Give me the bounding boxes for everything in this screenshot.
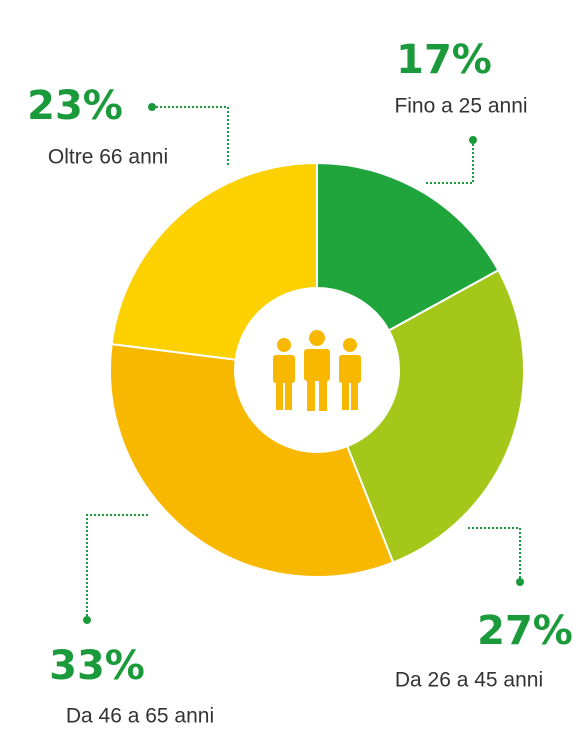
leader-line xyxy=(425,140,474,184)
value-label: 17% xyxy=(396,37,492,83)
people-icon xyxy=(273,330,361,411)
value-label: 27% xyxy=(477,608,573,654)
leader-lines xyxy=(83,103,524,624)
value-label: 23% xyxy=(27,83,123,129)
leader-dot xyxy=(83,616,91,624)
leader-dot xyxy=(148,103,156,111)
category-label: Fino a 25 anni xyxy=(394,95,527,118)
category-label: Da 46 a 65 anni xyxy=(66,705,214,728)
leader-line xyxy=(152,106,229,165)
leader-dot xyxy=(469,136,477,144)
leader-dot xyxy=(516,578,524,586)
leader-line xyxy=(86,514,148,620)
value-label: 33% xyxy=(49,643,145,689)
category-label: Da 26 a 45 anni xyxy=(395,669,543,692)
category-label: Oltre 66 anni xyxy=(48,146,168,169)
leader-line xyxy=(468,527,521,582)
